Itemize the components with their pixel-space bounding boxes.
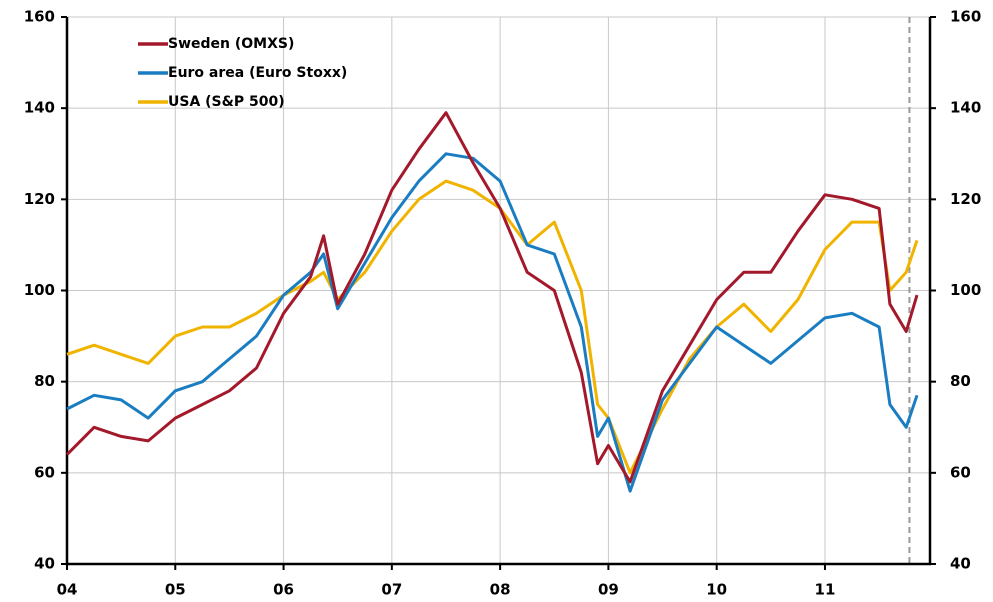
y2-tick-label: 100 xyxy=(950,281,981,299)
y2-tick-label: 40 xyxy=(950,555,971,573)
x-tick-label: 10 xyxy=(706,581,727,599)
legend-label: USA (S&P 500) xyxy=(168,94,285,110)
y-tick-label: 40 xyxy=(34,555,55,573)
y-tick-label: 80 xyxy=(34,372,55,390)
y2-tick-label: 60 xyxy=(950,463,971,481)
x-tick-label: 05 xyxy=(165,581,186,599)
y2-tick-label: 80 xyxy=(950,372,971,390)
y-tick-label: 120 xyxy=(24,190,55,208)
y-tick-label: 60 xyxy=(34,463,55,481)
legend-label: Euro area (Euro Stoxx) xyxy=(168,65,347,81)
x-tick-label: 11 xyxy=(815,581,836,599)
y2-tick-label: 160 xyxy=(950,8,981,26)
y-tick-label: 160 xyxy=(24,8,55,26)
x-tick-label: 06 xyxy=(273,581,294,599)
x-tick-label: 07 xyxy=(381,581,402,599)
y2-tick-label: 120 xyxy=(950,190,981,208)
y-tick-label: 140 xyxy=(24,99,55,117)
series-line xyxy=(65,111,919,484)
x-tick-label: 09 xyxy=(598,581,619,599)
y-tick-label: 100 xyxy=(24,281,55,299)
series-line xyxy=(66,152,919,493)
series-line xyxy=(66,179,919,475)
x-tick-label: 08 xyxy=(490,581,511,599)
legend-label: Sweden (OMXS) xyxy=(168,36,294,52)
y2-tick-label: 140 xyxy=(950,99,981,117)
axis-frame xyxy=(65,17,932,566)
x-tick-label: 04 xyxy=(57,581,78,599)
